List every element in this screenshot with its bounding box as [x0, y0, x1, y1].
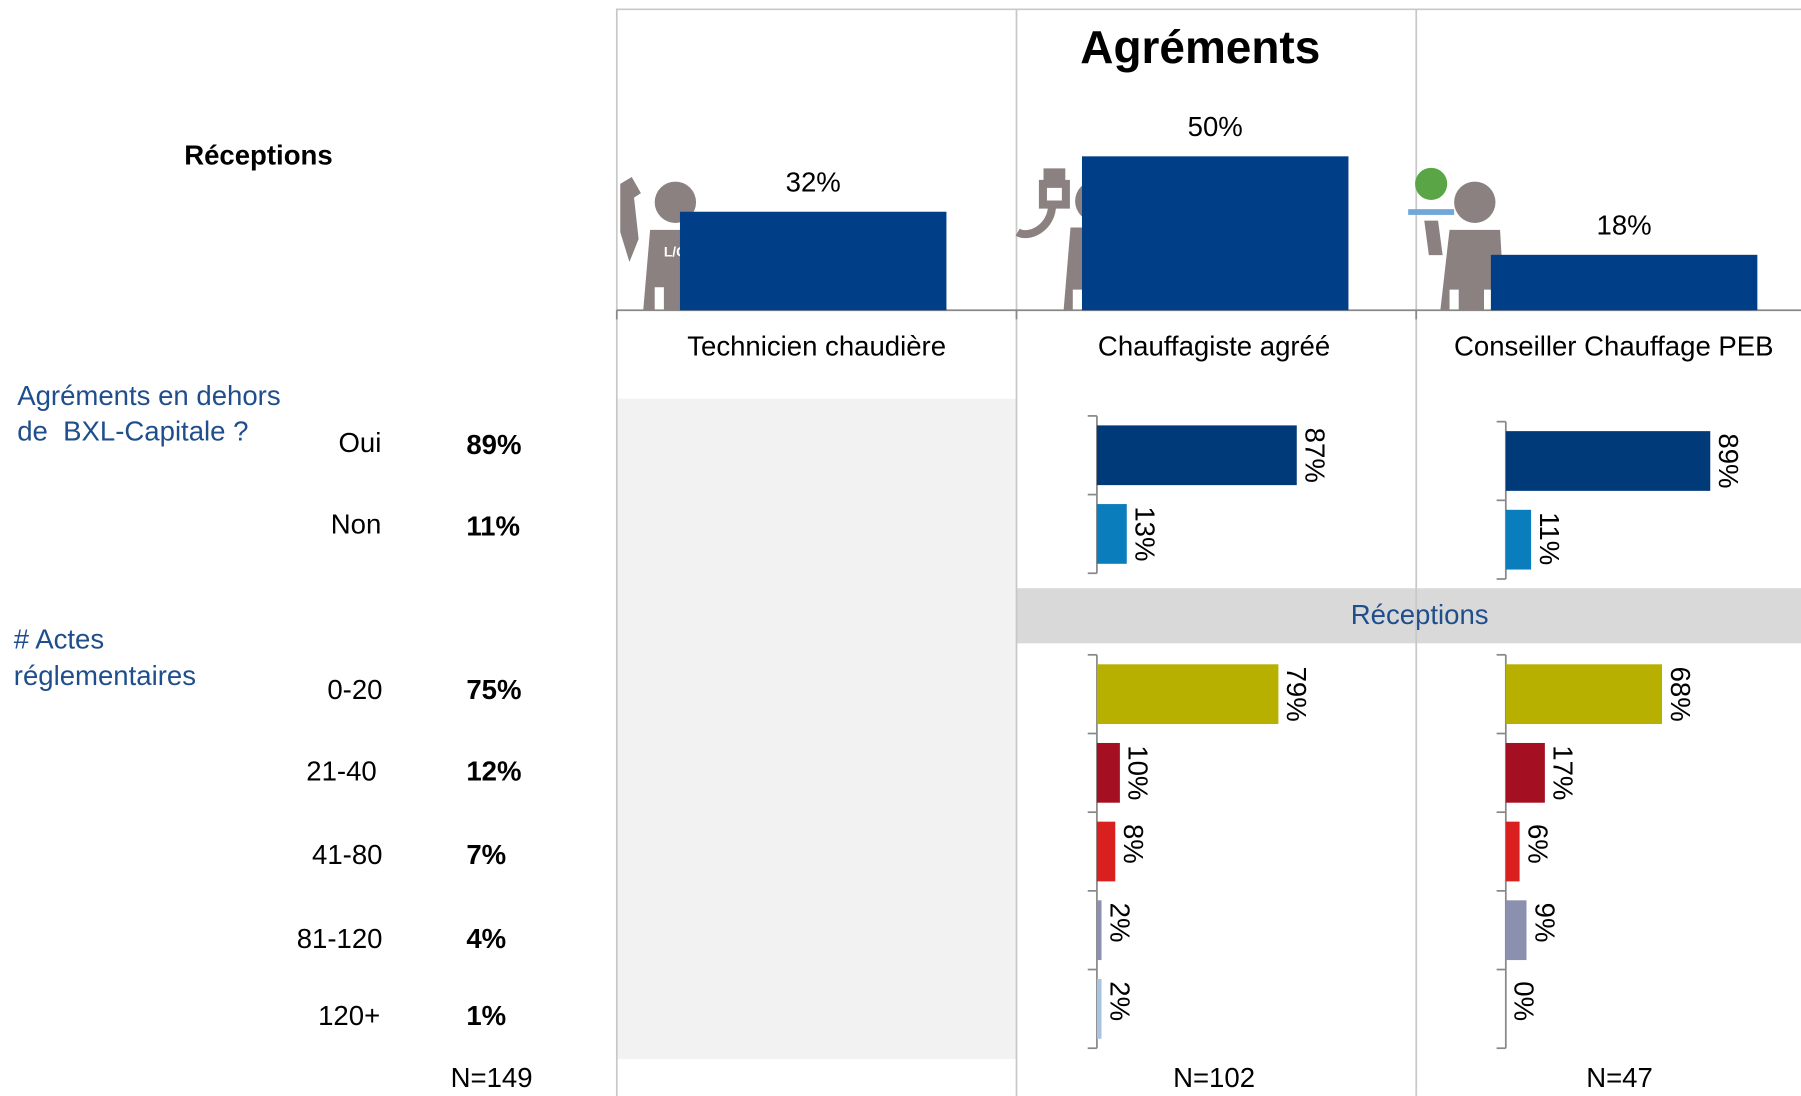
bar [1096, 900, 1102, 961]
row-label: 21-40 [306, 755, 376, 786]
x-tick-label: Technicien chaudière [687, 330, 946, 361]
bar [1505, 900, 1527, 961]
value-label: 8% [1118, 824, 1149, 864]
question-label: réglementaires [14, 660, 196, 691]
value-label: 2% [1104, 903, 1135, 943]
bar [1505, 664, 1663, 725]
table-title: Réceptions [184, 140, 332, 171]
sample-size: N=149 [451, 1062, 533, 1093]
section-band-label: Réceptions [1351, 599, 1489, 630]
row-value: 12% [466, 755, 521, 786]
row-label: Oui [338, 427, 381, 458]
value-label: 10% [1123, 745, 1154, 800]
value-label: 87% [1300, 428, 1331, 483]
bar [1081, 156, 1349, 311]
value-label: 89% [1713, 433, 1744, 488]
sample-size: N=102 [1173, 1062, 1255, 1093]
row-label: 0-20 [327, 674, 382, 705]
icon-peb-advisor [1408, 167, 1505, 311]
bar [679, 211, 947, 311]
bar [1096, 425, 1297, 486]
bar [1505, 821, 1520, 882]
value-label: 79% [1281, 667, 1312, 722]
value-label: 2% [1104, 981, 1135, 1021]
row-value: 1% [466, 1000, 506, 1031]
row-value: 75% [466, 674, 521, 705]
value-label: 11% [1534, 512, 1565, 565]
sample-size: N=47 [1586, 1062, 1653, 1093]
row-value: 7% [466, 839, 506, 870]
x-axis [615, 309, 1801, 320]
question-label: # Actes [14, 623, 104, 654]
bar [1096, 742, 1120, 803]
bar [1505, 509, 1532, 570]
value-label: 18% [1597, 210, 1652, 241]
bar [1505, 742, 1545, 803]
bar [1490, 254, 1758, 311]
value-label: 9% [1529, 903, 1560, 943]
row-label: 81-120 [297, 923, 383, 954]
section-band [1016, 588, 1801, 644]
bar [1096, 979, 1102, 1039]
value-label: 0% [1509, 981, 1540, 1021]
bar [1505, 431, 1711, 491]
row-value: 4% [466, 923, 506, 954]
chart-title: Agréments [1080, 21, 1320, 73]
value-label: 13% [1130, 506, 1161, 561]
question-label: Agréments en dehors [17, 380, 280, 411]
row-label: Non [331, 508, 382, 539]
x-tick-label: Chauffagiste agréé [1098, 330, 1330, 361]
row-value: 89% [466, 429, 521, 460]
empty-panel [616, 398, 1017, 1060]
value-label: 32% [786, 166, 841, 197]
row-label: 41-80 [312, 839, 382, 870]
row-label: 120+ [318, 1000, 380, 1031]
question-label: de BXL-Capitale ? [17, 415, 248, 446]
bar [1096, 821, 1116, 882]
value-label: 17% [1548, 745, 1579, 800]
value-label: 6% [1522, 824, 1553, 864]
bar [1096, 504, 1127, 564]
x-tick-label: Conseiller Chauffage PEB [1454, 330, 1774, 361]
value-label: 50% [1188, 111, 1243, 142]
frame [615, 8, 1801, 1096]
bar [1096, 664, 1279, 725]
value-label: 68% [1665, 667, 1696, 722]
row-value: 11% [466, 511, 520, 542]
